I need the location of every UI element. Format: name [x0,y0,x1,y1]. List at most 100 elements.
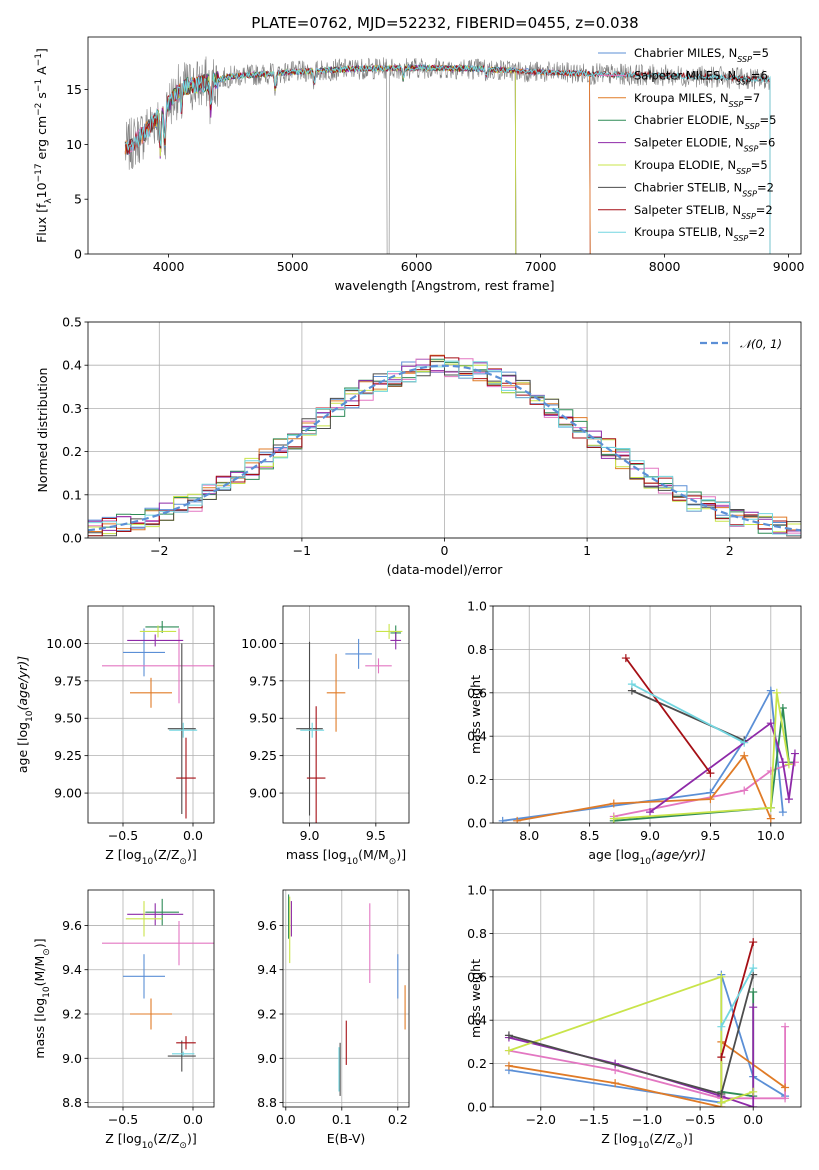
mass-weight-line-chabrier-elodie [720,992,755,1103]
mass-weight-line-kroupa-elodie [613,692,790,820]
label-part: −2 [34,103,44,116]
observed-spectrum [124,56,771,254]
label-part: (M/M [358,847,389,862]
y-tick-label: 9.50 [249,711,277,726]
point-marker [498,816,507,823]
x-tick-label: 2 [726,543,734,558]
legend-label: Kroupa STELIB, NSSP=2 [634,225,765,243]
x-tick-label: 6000 [401,259,433,274]
label-part: =6 [751,68,768,82]
y-tick-label: 0.6 [467,969,487,984]
errorbar-point-kroupa-elodie [125,901,163,937]
plot-area [102,898,214,1072]
point-marker [749,987,758,996]
y-tick-label: 5 [74,192,82,207]
label-part: Kroupa STELIB, N [634,225,734,239]
x-tick-label: 9.0 [640,828,660,843]
mass-vs-ebv-panel: 0.0 0.1 0.2 8.8 9.0 9.2 9.4 9.6 E(B-V) [257,889,410,1146]
y-tick-label: 9.6 [257,918,277,933]
label-part: SSP [736,167,751,176]
point-marker [781,1022,790,1031]
plot-area [296,623,403,823]
grid [493,605,801,824]
label-part: Salpeter MILES, N [634,68,736,82]
label-part: )] [187,847,197,862]
point-marker [766,803,775,812]
y-tick-label: 0.8 [467,926,487,941]
y-tick-label: 0.8 [467,642,487,657]
label-part: (Z/Z [153,1131,179,1146]
label-part: SSP [734,234,749,243]
y-tick-label: 9.4 [257,962,277,977]
plot-area [102,620,214,819]
x-axis-label: wavelength [Angstrom, rest frame] [334,278,554,293]
y-axis-label: Flux [fλ10−17 erg cm−2 s−1 A−1] [34,48,54,243]
label-part: Chabrier ELODIE, N [634,113,745,127]
label-part: (age/yr)] [651,847,706,862]
point-marker [706,769,715,778]
label-part: 10 [640,857,652,867]
y-tick-label: 0.1 [62,487,82,502]
x-tick-label: 7000 [525,259,557,274]
point-marker [504,1046,513,1055]
point-marker [749,1103,758,1107]
errorbar-point-kroupa-elodie [139,625,177,638]
x-tick-label: 0.0 [183,828,203,843]
y-tick-label: 8.8 [257,1095,277,1110]
point-marker [784,795,793,804]
label-part: SSP [729,99,744,108]
label-part: =5 [752,46,769,60]
y-tick-label: 9.75 [249,673,277,688]
y-axis-label: Normed distribution [35,368,50,493]
label-part: =7 [743,91,760,105]
point-marker [609,799,618,808]
point-marker [717,1098,726,1107]
label-part: SSP [745,122,760,131]
y-tick-label: 9.0 [257,1051,277,1066]
errorbar-point-kroupa-stelib [172,1051,195,1057]
point-marker [717,972,726,981]
mass-weight-vs-metallicity-panel: −2.0 −1.5 −1.0 −0.5 0.0 0.0 0.2 0.4 0.6 0.8 1.0 Z [… [467,883,802,1151]
label-part: 10 [34,182,49,198]
legend-label: Kroupa MILES, NSSP=7 [634,91,760,109]
label-part: =2 [748,225,765,239]
errorbar-point-salpeter-miles [102,628,214,704]
errorbar-point-kroupa-stelib [169,722,198,738]
x-axis-label: (data-model)/error [387,562,504,577]
label-part: mass [log [32,998,47,1059]
x-tick-label: 9.5 [366,828,386,843]
label-part: (age/yr)] [15,656,30,711]
y-tick-label: 0.4 [467,729,487,744]
point-marker [740,751,749,760]
legend-label: Kroupa ELODIE, NSSP=5 [634,158,768,176]
y-tick-label: 9.6 [62,918,82,933]
errorbar-point-kroupa-elodie [375,623,403,639]
point-marker [790,749,799,758]
point-marker [609,814,618,823]
y-tick-label: 9.25 [54,748,82,763]
point-marker [740,738,749,747]
errorbar-point-salpeter-elodie [390,631,402,650]
label-part: 10 [42,986,52,998]
point-marker [717,1089,726,1098]
histogram-kroupa-stelib [88,360,801,536]
label-part: Salpeter STELIB, N [634,203,741,217]
point-marker [749,938,758,947]
point-marker [646,808,655,817]
label-part: (Z/Z [649,1131,675,1146]
x-tick-label: −2.0 [526,1112,556,1127]
plot-area [88,354,801,537]
point-marker [778,808,787,817]
point-marker [513,816,522,823]
errorbar-point-chabrier-miles [123,954,165,999]
x-axis-label: E(B-V) [327,1131,366,1146]
label-part: ⊙ [389,857,397,867]
x-tick-label: 9.5 [700,828,720,843]
label-part: =2 [757,180,774,194]
axes-frame [87,605,215,824]
y-tick-label: 9.75 [54,673,82,688]
label-part: Z [log [601,1131,637,1146]
point-marker [766,686,775,695]
label-part: s [34,92,49,103]
